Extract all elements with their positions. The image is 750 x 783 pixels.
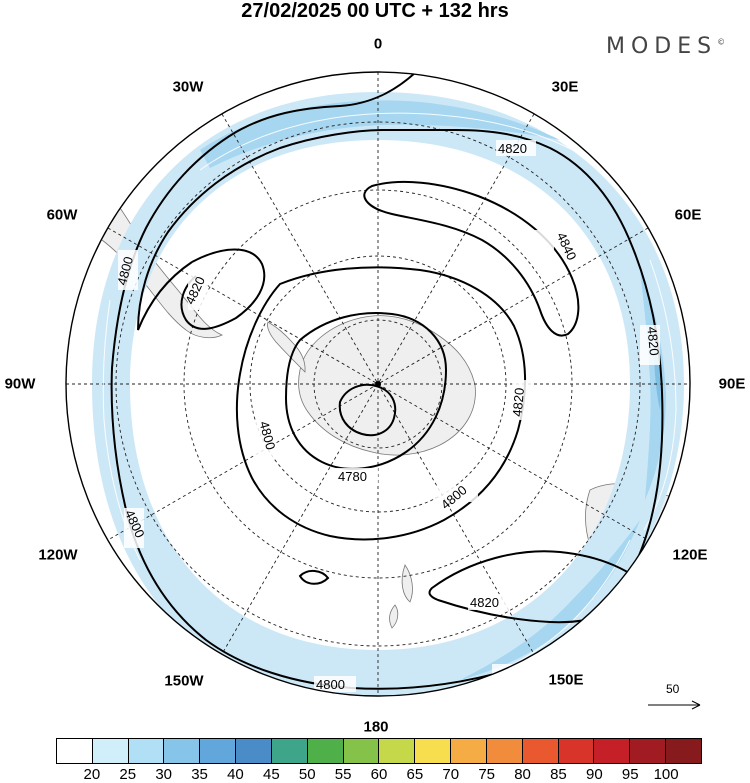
madagascar-island: [639, 189, 650, 215]
colorbar-swatch: [92, 739, 129, 763]
lon-label-30w: 30W: [172, 78, 204, 96]
contour-label: 4820: [470, 595, 499, 610]
colorbar-swatch: [415, 739, 452, 763]
map-title: 27/02/2025 00 UTC + 132 hrs: [241, 0, 509, 22]
colorbar-swatch: [271, 739, 308, 763]
map-boundary: [65, 71, 691, 697]
jet-band-mid-south-atlantic: [200, 100, 560, 168]
contour-line: [235, 266, 527, 541]
contour-label: 4800: [256, 420, 278, 452]
contour-line: [338, 383, 397, 437]
colorbar-swatch: [451, 739, 487, 763]
lon-label-60w: 60W: [46, 206, 78, 224]
contour-label: 4820: [510, 387, 527, 417]
colorbar-swatch: [343, 739, 380, 763]
meridian-line: [221, 113, 535, 655]
colorbar-swatch: [236, 739, 272, 763]
colorbar-tick-label: 80: [514, 766, 531, 783]
colorbar-tick-label: 20: [83, 766, 101, 783]
wind-streamlines: [102, 112, 677, 667]
contour-line: [363, 180, 580, 337]
colorbar-tick-label: 40: [227, 766, 244, 783]
colorbar-swatch: [558, 739, 595, 763]
brand-copyright: ©: [717, 37, 726, 47]
colorbar-swatch: [522, 739, 559, 763]
colorbar-tick-label: 70: [442, 766, 460, 783]
colorbar-swatch: [307, 739, 344, 763]
colorbar-tick-label: 60: [370, 766, 388, 783]
lon-label-120w: 120W: [38, 546, 78, 564]
brand-text: MODES: [606, 34, 718, 59]
streamline: [509, 539, 631, 667]
streamline: [199, 112, 591, 171]
colorbar-tick-label: 100: [653, 766, 679, 783]
meridian-line: [221, 113, 535, 655]
contour-label: 4820: [644, 326, 661, 356]
lon-label-90w: 90W: [4, 375, 36, 393]
colorbar-tick-label: 45: [262, 766, 280, 783]
lon-label-90e: 90E: [718, 375, 746, 393]
reference-vector-label: 50: [666, 682, 680, 696]
colorbar-swatch: [594, 739, 631, 763]
colorbar-swatch: [164, 739, 201, 763]
colorbar-swatch: [200, 739, 237, 763]
south-pole-marker: [375, 381, 381, 387]
streamline: [643, 259, 677, 531]
colorbar-swatch: [379, 739, 416, 763]
colorbar-tick-label: 50: [298, 766, 316, 783]
reference-vector-arrowhead: [691, 700, 701, 710]
meridian-line: [107, 227, 649, 541]
colorbar-tick-label: 35: [191, 766, 208, 783]
antarctic-peninsula: [267, 321, 306, 373]
contour-line: [284, 312, 448, 470]
contour-label: 4800: [114, 255, 136, 287]
new-zealand-islands: [389, 564, 413, 629]
colorbar-swatch: [630, 739, 667, 763]
colorbar-tick-label: 25: [119, 766, 137, 783]
colorbar-tick-label: 85: [550, 766, 567, 783]
colorbar-tick-label: 95: [621, 766, 639, 783]
lon-label-0: 0: [373, 35, 383, 53]
colorbar-swatch: [486, 739, 523, 763]
brand-logo: MODES©: [606, 34, 725, 59]
lon-label-60e: 60E: [674, 206, 702, 224]
contour-line: [298, 570, 330, 585]
colorbar-swatch: [128, 739, 165, 763]
lon-label-30e: 30E: [551, 78, 579, 96]
lon-label-150w: 150W: [164, 672, 204, 690]
colorbar-swatch: [666, 739, 701, 763]
colorbar-tick-label: 30: [155, 766, 172, 783]
lon-label-180: 180: [363, 718, 389, 736]
contour-label: 4780: [338, 469, 367, 484]
colorbar-swatch: [57, 739, 93, 763]
colorbar-tick-label: 90: [585, 766, 603, 783]
contour-label: 4820: [498, 141, 527, 156]
colorbar: [56, 738, 702, 764]
contour-line: [137, 129, 387, 331]
contour-line: [180, 248, 266, 330]
lon-label-150e: 150E: [548, 671, 584, 689]
contour-label: 4800: [316, 677, 345, 692]
colorbar-tick-label: 75: [478, 766, 495, 783]
colorbar-tick-label: 55: [334, 766, 352, 783]
colorbar-tick-label: 65: [406, 766, 424, 783]
lon-label-120e: 120E: [672, 546, 708, 564]
